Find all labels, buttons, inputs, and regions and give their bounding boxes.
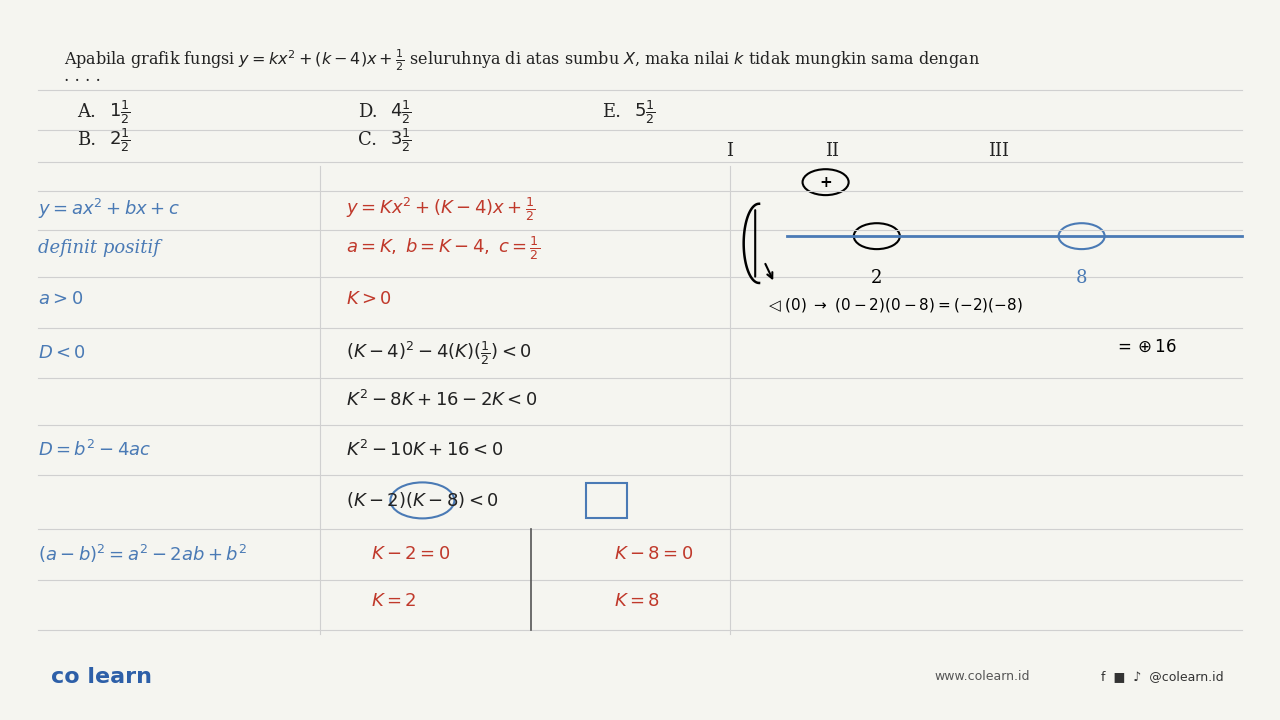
Text: $5\frac{1}{2}$: $5\frac{1}{2}$ xyxy=(634,98,655,125)
Text: D.: D. xyxy=(358,103,378,121)
Text: www.colearn.id: www.colearn.id xyxy=(934,670,1030,683)
Text: $a = K,\; b = K-4,\; c = \frac{1}{2}$: $a = K,\; b = K-4,\; c = \frac{1}{2}$ xyxy=(346,235,540,262)
Text: $2\frac{1}{2}$: $2\frac{1}{2}$ xyxy=(109,127,131,154)
Text: $3\frac{1}{2}$: $3\frac{1}{2}$ xyxy=(390,127,412,154)
Text: $1\frac{1}{2}$: $1\frac{1}{2}$ xyxy=(109,98,131,125)
Text: I: I xyxy=(726,143,733,161)
Text: $(K-4)^2 - 4(K)(\frac{1}{2}) < 0$: $(K-4)^2 - 4(K)(\frac{1}{2}) < 0$ xyxy=(346,339,531,366)
Text: $K = 8$: $K = 8$ xyxy=(614,592,660,611)
Text: III: III xyxy=(988,143,1009,161)
Text: Apabila grafik fungsi $y = kx^2 + (k-4)x + \frac{1}{2}$ seluruhnya di atas sumbu: Apabila grafik fungsi $y = kx^2 + (k-4)x… xyxy=(64,47,980,73)
Text: $K > 0$: $K > 0$ xyxy=(346,290,392,308)
Text: $4\frac{1}{2}$: $4\frac{1}{2}$ xyxy=(390,98,412,125)
Text: 2: 2 xyxy=(872,269,882,287)
Text: co learn: co learn xyxy=(51,667,152,687)
Text: $K - 2 = 0$: $K - 2 = 0$ xyxy=(371,546,451,563)
Text: A.: A. xyxy=(77,103,96,121)
Text: $a > 0$: $a > 0$ xyxy=(38,290,83,308)
Text: $D = b^2 - 4ac$: $D = b^2 - 4ac$ xyxy=(38,440,152,460)
Text: +: + xyxy=(819,175,832,189)
Text: . . . .: . . . . xyxy=(64,68,101,85)
Text: II: II xyxy=(826,143,838,161)
Text: $= \oplus 16$: $= \oplus 16$ xyxy=(1114,339,1176,356)
Text: $\mathbf{\triangleleft}$ $(0)$ $\rightarrow$ $(0-2)(0-8) = (-2)(-8)$: $\mathbf{\triangleleft}$ $(0)$ $\rightar… xyxy=(768,295,1023,314)
Text: $K^2 - 10K + 16 < 0$: $K^2 - 10K + 16 < 0$ xyxy=(346,440,503,460)
Text: $y = Kx^2 + (K-4)x + \frac{1}{2}$: $y = Kx^2 + (K-4)x + \frac{1}{2}$ xyxy=(346,195,535,222)
Text: 8: 8 xyxy=(1076,269,1087,287)
Text: $K = 2$: $K = 2$ xyxy=(371,592,417,611)
Text: B.: B. xyxy=(77,132,96,150)
Text: $y = ax^2 + bx + c$: $y = ax^2 + bx + c$ xyxy=(38,197,180,221)
Text: $D < 0$: $D < 0$ xyxy=(38,344,87,362)
Text: $K - 8 = 0$: $K - 8 = 0$ xyxy=(614,546,694,563)
Text: E.: E. xyxy=(602,103,621,121)
Text: C.: C. xyxy=(358,132,378,150)
Text: f  ■  ♪  @colearn.id: f ■ ♪ @colearn.id xyxy=(1101,670,1224,683)
Text: $K^2 - 8K + 16 - 2K < 0$: $K^2 - 8K + 16 - 2K < 0$ xyxy=(346,390,538,410)
Text: $(K-2)(K-8) < 0$: $(K-2)(K-8) < 0$ xyxy=(346,490,499,510)
Text: definit positif: definit positif xyxy=(38,239,160,258)
Text: $(a-b)^2 = a^2 - 2ab + b^2$: $(a-b)^2 = a^2 - 2ab + b^2$ xyxy=(38,544,248,565)
